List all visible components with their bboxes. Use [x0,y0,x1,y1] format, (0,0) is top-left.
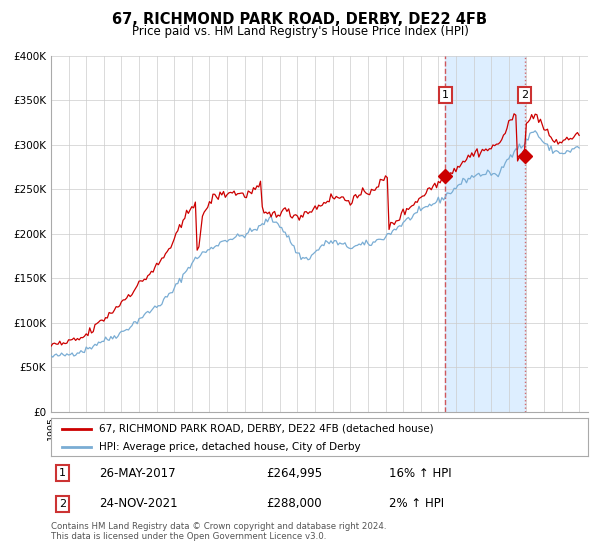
Text: HPI: Average price, detached house, City of Derby: HPI: Average price, detached house, City… [100,442,361,452]
Text: 67, RICHMOND PARK ROAD, DERBY, DE22 4FB: 67, RICHMOND PARK ROAD, DERBY, DE22 4FB [113,12,487,27]
Text: £288,000: £288,000 [266,497,322,510]
Bar [445,56,524,412]
Text: 2: 2 [59,499,66,509]
Text: 67, RICHMOND PARK ROAD, DERBY, DE22 4FB (detached house): 67, RICHMOND PARK ROAD, DERBY, DE22 4FB … [100,424,434,434]
Text: Price paid vs. HM Land Registry's House Price Index (HPI): Price paid vs. HM Land Registry's House … [131,25,469,38]
Text: £264,995: £264,995 [266,467,322,480]
Text: 2% ↑ HPI: 2% ↑ HPI [389,497,445,510]
Text: 26-MAY-2017: 26-MAY-2017 [100,467,176,480]
Text: 24-NOV-2021: 24-NOV-2021 [100,497,178,510]
Text: 1: 1 [442,90,449,100]
Text: Contains HM Land Registry data © Crown copyright and database right 2024.
This d: Contains HM Land Registry data © Crown c… [51,522,386,542]
Text: 16% ↑ HPI: 16% ↑ HPI [389,467,452,480]
Text: 2: 2 [521,90,528,100]
Text: 1: 1 [59,468,66,478]
